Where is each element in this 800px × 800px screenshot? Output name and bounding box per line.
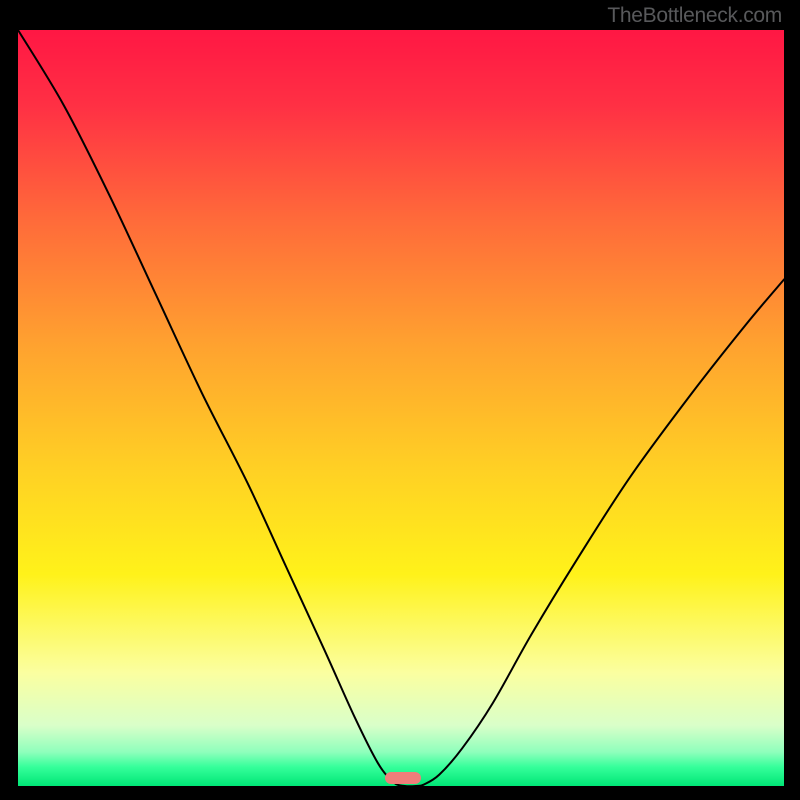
bottleneck-chart [18,30,784,786]
watermark-text: TheBottleneck.com [607,4,782,28]
optimum-marker [385,772,421,784]
bottleneck-curve [18,30,784,786]
